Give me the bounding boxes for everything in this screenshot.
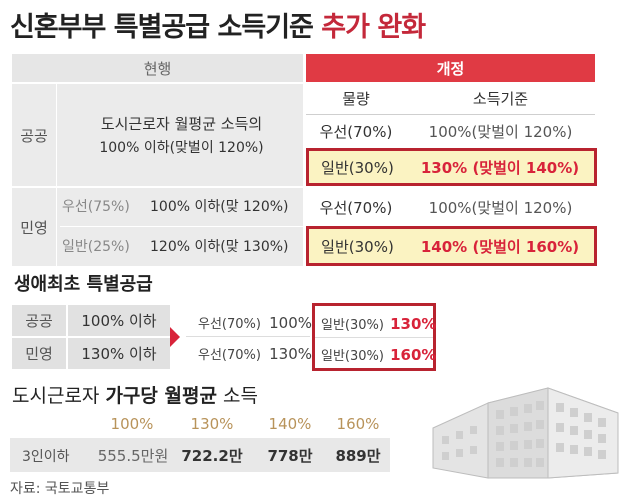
divider [186, 336, 310, 337]
section2-private-general: 일반(30%) 160% [321, 345, 436, 364]
section2-public-general: 일반(30%) 130% [321, 314, 436, 333]
pct-130: 130% [190, 415, 234, 433]
section2-general-box: 일반(30%) 130% 일반(30%) 160% [312, 303, 436, 371]
public-new-priority: 우선(70%) [319, 122, 393, 141]
income-130: 722.2만 [181, 446, 243, 465]
private-label: 민영 [20, 218, 48, 237]
income-140: 778만 [267, 446, 313, 465]
header-current: 현행 [12, 54, 303, 82]
private-current-general: 일반(25%) [62, 239, 130, 255]
section3-title-end: 소득 [223, 385, 258, 407]
private-current-general-income: 120% 이하(맞 130%) [150, 239, 289, 255]
private-new-general: 일반(30%) [321, 237, 394, 256]
source-note: 자료: 국토교통부 [10, 481, 110, 497]
section2-private-general-pct: 160% [390, 346, 437, 364]
public-new-general: 일반(30%) [321, 158, 394, 177]
income-160: 889만 [335, 446, 381, 465]
arrow-right-icon [170, 305, 182, 369]
pct-100: 100% [110, 415, 154, 433]
public-new-general-income: 130% (맞벌이 140%) [420, 158, 580, 177]
private-current-priority-income: 100% 이하(맞 120%) [150, 199, 289, 215]
section2-public-current: 100% 이하 [68, 305, 170, 336]
sub-header-quantity: 물량 [342, 89, 370, 108]
pct-140: 140% [268, 415, 312, 433]
private-new-general-box: 일반(30%) 140% (맞벌이 160%) [306, 226, 597, 266]
private-current-priority: 우선(75%) [62, 199, 130, 215]
divider [315, 337, 433, 338]
header-new: 개정 [306, 54, 595, 82]
divider [306, 114, 595, 115]
public-current-text: 도시근로자 월평균 소득의 100% 이하(맞벌이 120%) [60, 112, 303, 160]
section2-public-label: 공공 [12, 305, 66, 336]
section2-private-priority-label: 우선(70%) [198, 348, 261, 363]
section3-title: 도시근로자 가구당 월평균 소득 [12, 381, 258, 408]
section2-public-general-label: 일반(30%) [321, 318, 384, 333]
section2-public-priority-label: 우선(70%) [198, 317, 261, 332]
public-current-line1: 도시근로자 월평균 소득의 [100, 115, 263, 133]
section2-public-priority-pct: 100% [269, 314, 312, 332]
divider [56, 84, 57, 266]
public-current-line2: 100% 이하(맞벌이 120%) [99, 140, 264, 156]
section2-private-priority: 우선(70%) 130% [198, 344, 312, 363]
public-label: 공공 [20, 126, 48, 145]
section2-private-general-label: 일반(30%) [321, 349, 384, 364]
sub-header-income: 소득기준 [472, 89, 529, 108]
pct-160: 160% [336, 415, 380, 433]
section2-public-general-pct: 130% [390, 315, 437, 333]
public-new-priority-income: 100%(맞벌이 120%) [428, 122, 573, 141]
section2-title: 생애최초 특별공급 [14, 274, 153, 295]
divider [60, 226, 303, 227]
section2-public-priority: 우선(70%) 100% [198, 313, 312, 332]
section2-private-label: 민영 [12, 338, 66, 369]
current-private-block [12, 188, 303, 266]
private-new-priority: 우선(70%) [319, 198, 393, 217]
section2-private-current: 130% 이하 [68, 338, 170, 369]
title-highlight: 추가 완화 [321, 11, 426, 43]
private-new-priority-income: 100%(맞벌이 120%) [428, 198, 573, 217]
building-icon [428, 368, 623, 480]
title-main: 신혼부부 특별공급 소득기준 [10, 11, 314, 43]
page-title: 신혼부부 특별공급 소득기준 추가 완화 [10, 4, 426, 44]
current-public-block [12, 84, 303, 186]
income-row-label: 3인이하 [22, 449, 70, 465]
section3-title-bold: 가구당 월평균 [105, 385, 217, 407]
income-100: 555.5만원 [97, 446, 169, 465]
section2-private-priority-pct: 130% [269, 345, 312, 363]
section3-title-normal: 도시근로자 [12, 385, 100, 407]
public-new-general-box: 일반(30%) 130% (맞벌이 140%) [306, 148, 597, 186]
income-row [10, 438, 390, 472]
private-new-general-income: 140% (맞벌이 160%) [420, 237, 580, 256]
